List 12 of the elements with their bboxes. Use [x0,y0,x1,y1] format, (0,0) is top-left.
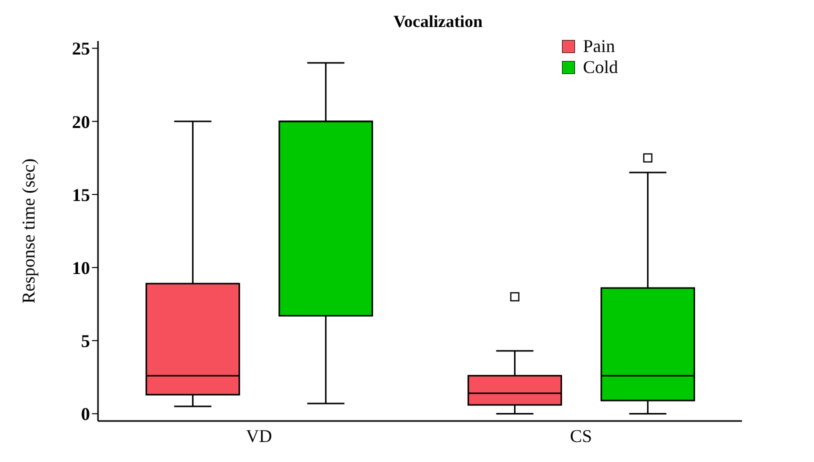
legend-label: Pain [582,36,615,57]
y-tick-label: 10 [72,258,90,278]
y-tick-label: 15 [72,184,90,205]
x-tick-label: CS [570,426,592,446]
y-tick-label: 5 [81,331,90,352]
y-tick-label: 0 [81,404,90,424]
y-axis-title: Response time (sec) [18,158,38,304]
x-tick-label: VD [246,426,272,446]
y-tick-label: 25 [72,38,90,59]
legend-label: Cold [582,57,618,78]
y-tick-label: 20 [72,112,90,132]
chart-title: Vocalization [392,11,484,33]
